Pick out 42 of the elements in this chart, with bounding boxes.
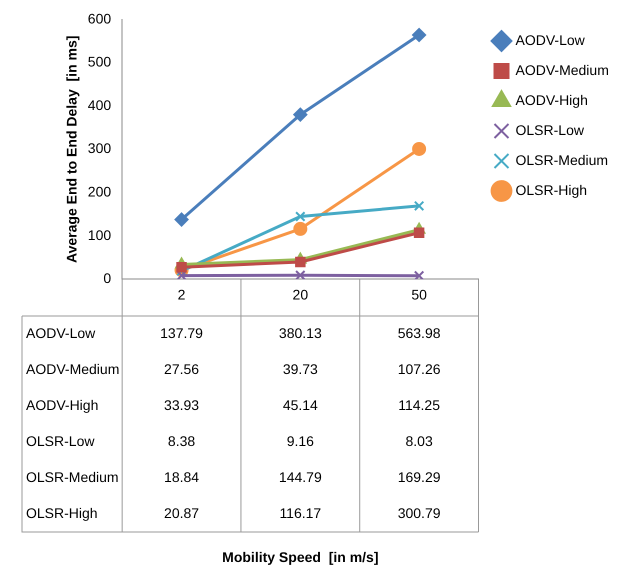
data-label: 169.29 (398, 468, 441, 485)
y-tick-label: 400 (88, 96, 112, 113)
text: Mobility Speed [in m/s] (222, 548, 379, 565)
data-label: 9.16 (286, 432, 314, 449)
y-axis-title: Average End to End Delay [in ms] (63, 36, 80, 264)
data-label: 116.17 (279, 504, 322, 521)
text: AODV-Medium (26, 360, 120, 377)
data-label: 45.14 (282, 396, 318, 413)
y-tick-label: 300 (88, 140, 112, 156)
y-tick-label: 500 (88, 54, 112, 70)
data-label: 107.26 (398, 360, 441, 377)
y-tick-label: 0 (103, 270, 112, 286)
x-tick-label: 20 (292, 286, 308, 302)
legend-label: OLSR-Medium (516, 152, 608, 168)
y-tick-label: 600 (88, 10, 112, 26)
data-label: 8.03 (405, 432, 433, 449)
data-label: 8.38 (168, 432, 196, 449)
text: OLSR-Medium (26, 468, 119, 485)
data-label: 114.25 (398, 396, 440, 413)
data-label: 27.56 (164, 360, 200, 377)
legend-label: OLSR-Low (516, 122, 585, 138)
data-label: 563.98 (398, 324, 441, 341)
data-label: 300.79 (398, 504, 441, 521)
text: AODV-Low (26, 324, 96, 341)
x-tick-label: 50 (411, 286, 428, 302)
data-label: 144.79 (278, 468, 322, 485)
data-label: 18.84 (164, 468, 200, 485)
data-label: 33.93 (164, 396, 200, 413)
y-tick-label: 200 (88, 183, 112, 200)
legend-label: AODV-Low (516, 32, 586, 48)
legend-label: AODV-Medium (516, 62, 609, 78)
data-label: 20.87 (164, 504, 200, 521)
legend-label: AODV-High (516, 92, 588, 108)
text: AODV-High (26, 396, 98, 413)
y-tick-label: 100 (88, 226, 112, 243)
data-label: 137.79 (160, 324, 204, 341)
data-label: 380.13 (278, 324, 322, 341)
x-tick-label: 2 (178, 286, 186, 302)
legend-label: OLSR-High (516, 182, 588, 198)
text: OLSR-Low (26, 432, 94, 449)
text: OLSR-High (26, 504, 98, 521)
data-label: 39.73 (282, 360, 318, 377)
